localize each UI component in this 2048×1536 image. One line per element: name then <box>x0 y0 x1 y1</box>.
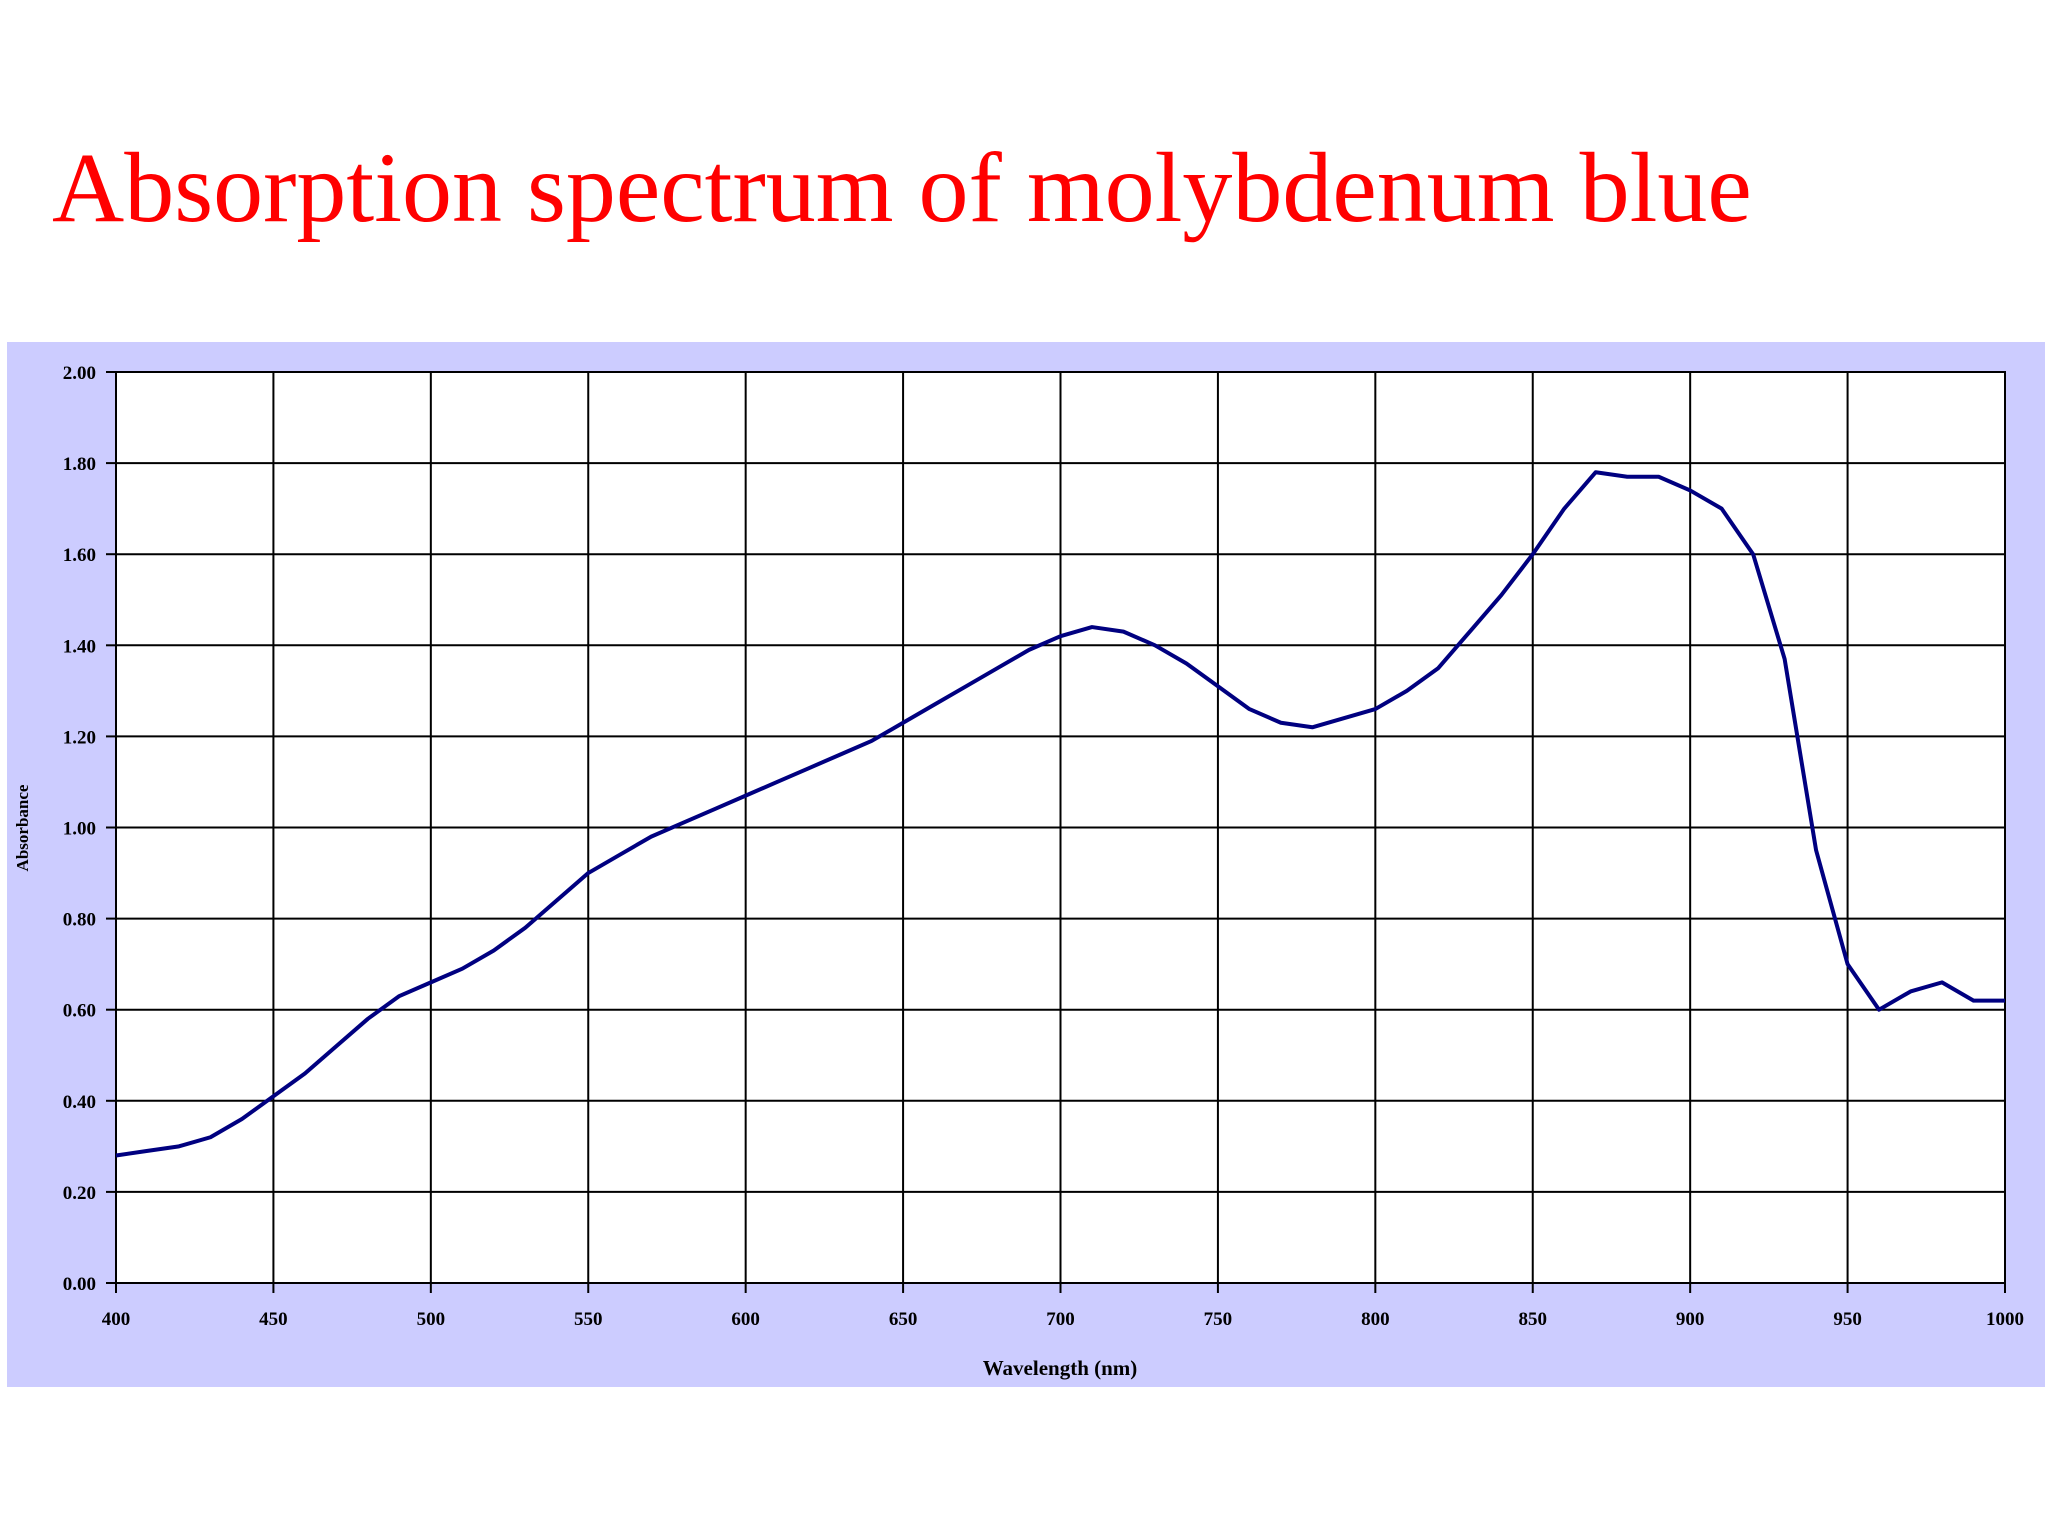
y-axis-label: Absorbance <box>13 784 32 871</box>
x-tick-label: 600 <box>731 1309 760 1330</box>
y-tick-label: 1.20 <box>63 727 96 748</box>
x-tick-label: 1000 <box>1986 1309 2024 1330</box>
x-tick-label: 850 <box>1519 1309 1548 1330</box>
y-tick-label: 0.00 <box>63 1274 96 1295</box>
x-tick-label: 700 <box>1046 1309 1075 1330</box>
y-tick-label: 1.00 <box>63 819 96 840</box>
x-tick-label: 800 <box>1361 1309 1390 1330</box>
y-tick-label: 1.80 <box>63 454 96 475</box>
slide-title: Absorption spectrum of molybdenum blue <box>52 132 1752 243</box>
x-tick-label: 950 <box>1833 1309 1862 1330</box>
x-tick-label: 650 <box>889 1309 918 1330</box>
x-tick-label: 750 <box>1204 1309 1233 1330</box>
y-tick-label: 1.60 <box>63 545 96 566</box>
data-line <box>115 470 2005 1158</box>
y-tick-label: 2.00 <box>63 363 96 384</box>
x-tick-label: 450 <box>259 1309 288 1330</box>
y-tick-label: 1.40 <box>63 636 96 657</box>
y-tick-label: 0.80 <box>63 910 96 931</box>
x-tick-label: 900 <box>1676 1309 1705 1330</box>
x-tick-label: 400 <box>102 1309 131 1330</box>
x-tick-label: 500 <box>417 1309 446 1330</box>
plot-border <box>115 371 2006 1284</box>
y-tick-label: 0.40 <box>63 1092 96 1113</box>
y-tick-label: 0.20 <box>63 1183 96 1204</box>
x-tick-label: 550 <box>574 1309 603 1330</box>
x-axis-label: Wavelength (nm) <box>983 1356 1138 1380</box>
y-tick-label: 0.60 <box>63 1001 96 1022</box>
